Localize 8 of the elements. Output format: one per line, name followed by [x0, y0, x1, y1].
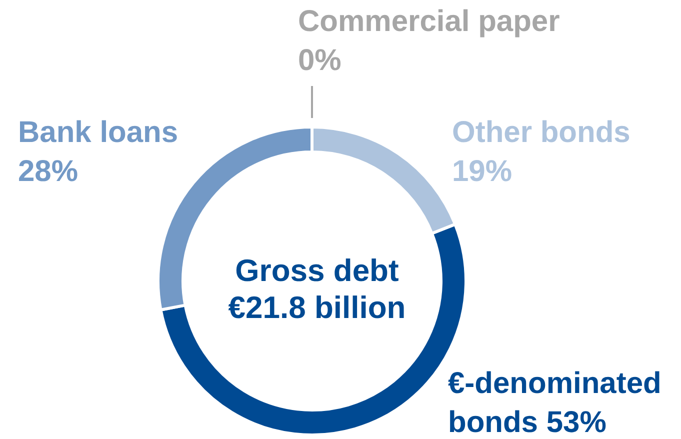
slice-label: €-denominated bonds 53%	[448, 367, 670, 439]
data-label: 19%	[452, 155, 512, 188]
slice-label: Bank loans	[18, 116, 178, 149]
data-label: 28%	[18, 155, 78, 188]
slice-label: Other bonds	[452, 116, 630, 149]
category-label: Commercial paper	[298, 5, 560, 38]
text: 0%	[298, 44, 342, 77]
text: Gross debt €21.8 billion	[228, 253, 406, 325]
